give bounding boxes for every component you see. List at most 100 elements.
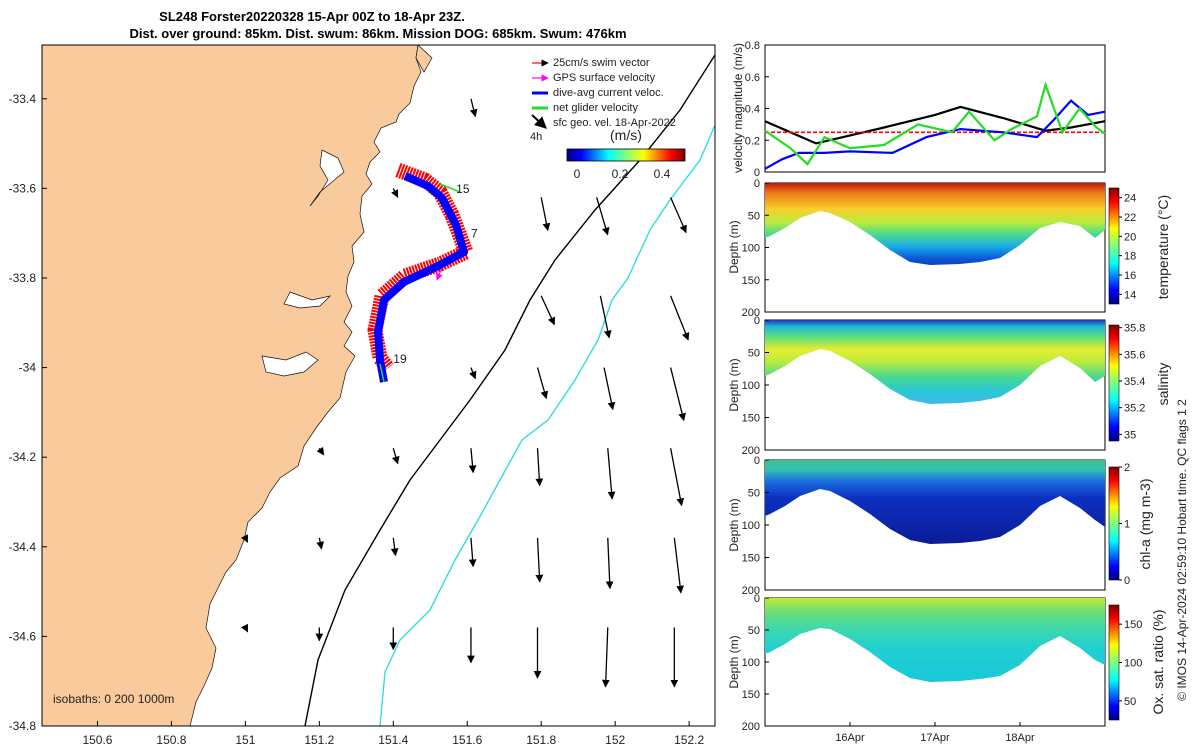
track-labels: 15 7 19: [393, 182, 478, 366]
map-x-tick-label: 150.8: [156, 733, 186, 747]
geo-velocity-vector: [670, 295, 690, 341]
map-y-tick-label: -34.2: [9, 450, 37, 464]
colorbar-tick-label: 14: [1124, 289, 1136, 301]
depth-tick-label: 50: [748, 348, 760, 360]
map-y-tick-label: -33.4: [9, 92, 37, 106]
geo-velocity-vector: [316, 446, 325, 456]
geo-velocity-vector: [669, 448, 685, 507]
temperature-field: [765, 183, 1105, 265]
geo-velocity-vector: [469, 367, 477, 380]
depth-tick-label: 100: [742, 657, 760, 669]
oxygen-field: [765, 598, 1105, 682]
map-y-tick-label: -34.8: [9, 719, 37, 733]
depth-tick-label: 0: [754, 455, 760, 467]
geo-velocity-vector: [540, 197, 551, 232]
depth-tick-label: 200: [742, 307, 760, 319]
depth-tick-label: 0: [754, 178, 760, 190]
velocity-series-sfc-geo: [764, 105, 1106, 145]
legend-note: 4h: [530, 131, 542, 143]
depth-tick-label: 50: [748, 488, 760, 500]
geo-velocity-vector: [607, 448, 616, 500]
map-x-tick-label: 151: [235, 733, 255, 747]
velocity-panel-frame: [764, 44, 1106, 173]
oxygen-depth-label: Depth (m): [727, 635, 741, 688]
estuary-sydney-harbour: [283, 291, 332, 309]
geo-velocity-vector: [535, 537, 544, 583]
geo-velocity-vector: [670, 197, 687, 234]
geo-velocity-vector: [536, 367, 549, 400]
speed-colorbar-tick: 0.4: [654, 167, 671, 181]
colorbar-tick-label: 35: [1124, 429, 1136, 441]
legend-geo-symbol: [531, 114, 547, 129]
geo-velocity-vector: [240, 623, 249, 633]
depth-tick-label: 50: [748, 625, 760, 637]
colorbar-tick-label: 20: [1124, 231, 1136, 243]
depth-tick-label: 0: [754, 315, 760, 327]
geo-velocity-vector: [390, 537, 399, 557]
temperature-colorbar-label: temperature (°C): [1155, 195, 1171, 299]
oxygen-y-axis: 0 50 100 150 200: [742, 593, 769, 733]
depth-tick-label: 100: [742, 380, 760, 392]
depth-tick-label: 150: [742, 553, 760, 565]
gps-surface-velocity-arrow: [436, 268, 443, 281]
salinity-field: [765, 320, 1105, 404]
time-tick-label: 16Apr: [835, 732, 865, 744]
velocity-y-axis: 0 0.2 0.4 0.6 0.8: [745, 40, 769, 179]
oxygen-colorbar-label: Ox. sat. ratio (%): [1150, 609, 1166, 714]
chlorophyll-colorbar: [1108, 466, 1120, 581]
time-x-axis: 16Apr 17Apr 18Apr: [835, 722, 1035, 744]
chlorophyll-colorbar-label: chl-a (mg m-3): [1137, 478, 1153, 569]
land-mass: [42, 45, 422, 726]
velocity-series-net: [764, 81, 1106, 166]
depth-tick-label: 150: [742, 413, 760, 425]
time-tick-label: 18Apr: [1005, 732, 1035, 744]
geo-velocity-vector: [603, 367, 616, 411]
map-x-tick-label: 151.8: [526, 733, 556, 747]
map-x-tick-label: 151.4: [378, 733, 408, 747]
legend-geo-label: sfc geo. vel. 18-Apr-2022: [553, 117, 676, 129]
estuary-botany-bay: [261, 351, 319, 377]
gps-velocity-vector: [436, 268, 443, 281]
map-x-tick-label: 151.2: [304, 733, 334, 747]
colorbar-tick-label: 24: [1124, 193, 1136, 205]
depth-tick-label: 0: [754, 593, 760, 605]
speed-colorbar-label: (m/s): [610, 127, 642, 143]
colorbar-tick-label: 22: [1124, 212, 1136, 224]
geo-velocity-vector: [392, 448, 400, 465]
chlorophyll-depth-label: Depth (m): [727, 498, 741, 551]
dive-avg-track: [374, 172, 468, 383]
chlorophyll-field: [765, 460, 1105, 544]
colorbar-tick-label: 0: [1124, 575, 1130, 587]
colorbar-tick-label: 35.2: [1124, 403, 1145, 415]
geo-velocity-vector: [468, 537, 477, 568]
geo-velocity-vector: [469, 98, 478, 118]
salinity-colorbar-ticks: 35 35.2 35.4 35.6 35.8: [1119, 323, 1145, 441]
net-velocity-track-end: [379, 363, 385, 383]
map-y-tick-label: -34: [19, 361, 37, 375]
track-time-label: 15: [456, 182, 470, 196]
chlorophyll-colorbar-ticks: 0 1 2: [1119, 462, 1130, 587]
map-y-tick-label: -33.8: [9, 271, 37, 285]
salinity-colorbar: [1108, 324, 1120, 442]
map-x-tick-label: 151.6: [452, 733, 482, 747]
depth-tick-label: 150: [742, 689, 760, 701]
salinity-depth-label: Depth (m): [727, 358, 741, 411]
colorbar-tick-label: 50: [1124, 696, 1136, 708]
depth-tick-label: 50: [748, 210, 760, 222]
oxygen-colorbar: [1108, 604, 1120, 721]
depth-tick-label: 200: [742, 445, 760, 457]
colorbar-tick-label: 18: [1124, 251, 1136, 263]
colorbar-tick-label: 16: [1124, 270, 1136, 282]
velocity-series-dive-avg: [764, 99, 1106, 170]
colorbar-tick-label: 1: [1124, 519, 1130, 531]
speed-colorbar-tick: 0: [574, 167, 581, 181]
velocity-y-tick-label: 0.2: [745, 135, 760, 147]
temperature-depth-label: Depth (m): [727, 220, 741, 273]
colorbar-tick-label: 35.4: [1124, 376, 1145, 388]
map-legend: 25cm/s swim vector GPS surface velocity …: [530, 57, 676, 143]
map-x-axis: 150.6 150.8 151 151.2 151.4 151.6 151.8 152 152.…: [82, 721, 704, 747]
colorbar-tick-label: 2: [1124, 462, 1130, 474]
colorbar-tick-label: 35.8: [1124, 323, 1145, 335]
isobath-1000m: [379, 124, 715, 726]
